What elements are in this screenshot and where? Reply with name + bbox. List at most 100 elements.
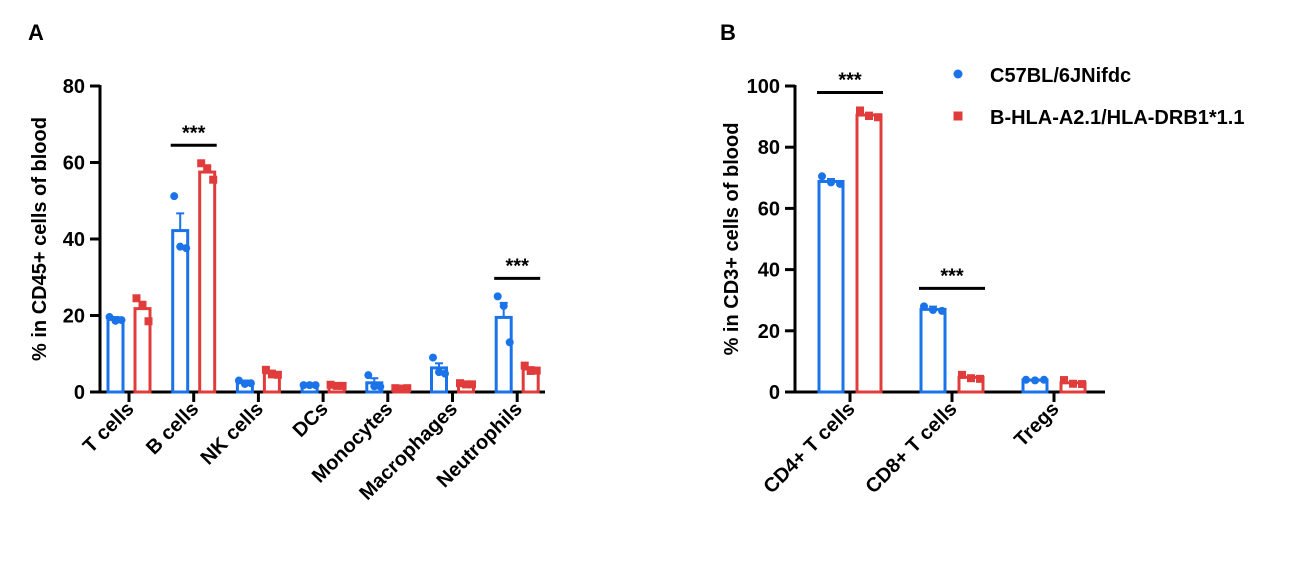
legend-item-hla: B-HLA-A2.1/HLA-DRB1*1.1	[953, 107, 1244, 129]
data-point	[403, 384, 412, 393]
legend-label-c57bl: C57BL/6JNifdc	[990, 65, 1131, 87]
significance-label: ***	[838, 69, 862, 91]
data-point	[976, 374, 984, 383]
data-point	[856, 106, 864, 115]
data-point	[526, 366, 535, 375]
panel-b-letter: B	[720, 20, 736, 45]
data-point	[132, 294, 141, 303]
data-point	[267, 370, 276, 379]
y-tick-label: 80	[63, 76, 85, 98]
bar	[817, 179, 845, 394]
y-tick-label: 60	[63, 153, 85, 175]
data-point	[197, 159, 206, 168]
y-tick-label: 80	[758, 137, 780, 159]
bar	[494, 315, 513, 394]
y-axis-label: % in CD45+ cells of blood	[29, 117, 51, 361]
data-point	[138, 301, 147, 310]
data-point	[827, 178, 835, 187]
data-point	[397, 384, 406, 393]
y-tick-label: 40	[63, 229, 85, 251]
data-point	[370, 382, 379, 391]
data-point	[117, 316, 126, 325]
data-point	[958, 370, 966, 379]
bar	[171, 229, 190, 394]
data-point	[520, 361, 529, 370]
data-point	[429, 353, 437, 362]
data-point	[532, 366, 541, 375]
data-point	[240, 379, 249, 388]
panel-b-chart: 0 20 40 60 80 100 % in CD3+ cells of blood CD4+…	[721, 69, 1105, 498]
legend-item-c57bl: C57BL/6JNifdc	[953, 65, 1131, 87]
panel-a-chart: 0 20 40 60 80 % in CD45+ cells of blood T cell…	[29, 76, 545, 505]
data-point	[338, 381, 347, 390]
data-point	[209, 175, 218, 184]
significance-label: ***	[506, 255, 530, 277]
data-point	[182, 244, 191, 253]
data-point	[967, 374, 975, 383]
data-point	[1031, 376, 1039, 385]
data-point	[441, 369, 449, 378]
x-tick-label: Tregs	[1010, 398, 1063, 451]
x-tick-label: NK cells	[197, 398, 268, 469]
panel-a-letter: A	[28, 20, 44, 45]
data-point	[299, 381, 308, 390]
data-point	[456, 379, 464, 388]
x-tick-label: CD8+ T cells	[861, 398, 961, 498]
y-axis-label: % in CD3+ cells of blood	[721, 123, 743, 356]
x-tick-label: CD4+ T cells	[759, 398, 859, 498]
x-tick-label: DCs	[289, 398, 333, 442]
bar	[198, 170, 217, 394]
data-point	[105, 313, 114, 322]
y-tick-label: 0	[769, 382, 780, 404]
data-point	[929, 305, 937, 314]
data-point	[836, 179, 844, 188]
data-point	[111, 316, 120, 325]
data-point	[364, 371, 373, 380]
significance-label: ***	[940, 265, 964, 287]
data-point	[305, 381, 314, 390]
data-point	[176, 242, 185, 251]
data-point	[1022, 375, 1030, 384]
data-point	[246, 379, 255, 388]
y-tick-label: 60	[758, 198, 780, 220]
data-point	[391, 384, 400, 393]
data-point	[234, 376, 243, 385]
data-point	[493, 292, 502, 301]
legend-label-hla: B-HLA-A2.1/HLA-DRB1*1.1	[990, 107, 1244, 129]
data-point	[462, 380, 470, 389]
legend-square-marker	[953, 111, 963, 121]
data-point	[874, 113, 882, 122]
data-point	[311, 381, 320, 390]
y-tick-label: 40	[758, 260, 780, 282]
bar	[855, 113, 883, 394]
legend-circle-marker	[953, 69, 963, 79]
significance-label: ***	[182, 122, 206, 144]
y-tick-label: 100	[747, 76, 780, 98]
data-point	[938, 306, 946, 315]
data-point	[1060, 376, 1068, 385]
data-point	[273, 370, 282, 379]
data-point	[435, 368, 443, 377]
data-point	[1040, 375, 1048, 384]
data-point	[332, 381, 341, 390]
x-tick-label: T cells	[79, 398, 139, 458]
data-point	[505, 338, 514, 347]
data-point	[865, 111, 873, 120]
data-point	[203, 164, 212, 173]
x-tick-label: B cells	[142, 398, 203, 459]
data-point	[326, 380, 335, 389]
bar	[919, 307, 947, 394]
data-point	[376, 382, 385, 391]
data-point	[468, 380, 476, 389]
data-point	[818, 172, 826, 181]
data-point	[144, 317, 153, 326]
legend: C57BL/6JNifdc B-HLA-A2.1/HLA-DRB1*1.1	[953, 65, 1244, 129]
data-point	[920, 302, 928, 311]
bar	[106, 317, 125, 394]
data-point	[170, 192, 179, 201]
y-tick-label: 0	[74, 382, 85, 404]
data-point	[499, 301, 508, 310]
y-tick-label: 20	[63, 306, 85, 328]
y-tick-label: 20	[758, 321, 780, 343]
